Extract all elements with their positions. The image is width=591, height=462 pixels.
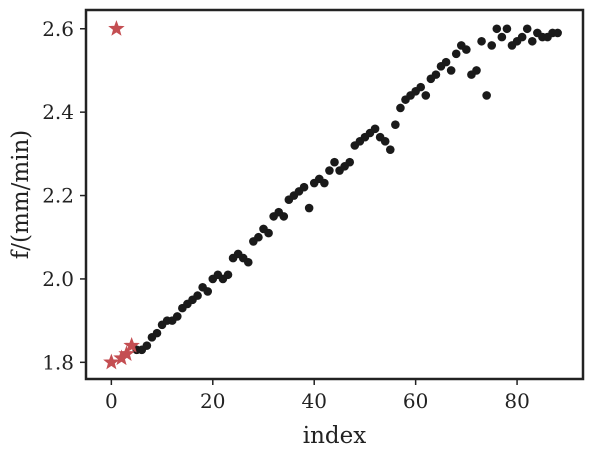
circle-data-point (462, 45, 471, 54)
circle-data-point (254, 232, 263, 242)
circle-data-point (502, 24, 512, 34)
x-axis-label: index (303, 423, 367, 449)
circle-data-point (370, 124, 380, 134)
circle-data-point (264, 228, 273, 238)
circle-data-point (279, 212, 289, 221)
circle-data-point (391, 120, 400, 129)
star-data-point (108, 20, 125, 36)
circle-data-point (304, 203, 314, 213)
y-tick-label: 2.4 (42, 100, 74, 124)
circle-data-point (325, 166, 334, 175)
circle-data-point (396, 103, 405, 113)
circle-data-point (522, 24, 532, 34)
circle-data-point (517, 32, 527, 42)
circle-data-point (441, 57, 451, 67)
y-tick-label: 2.2 (42, 184, 74, 208)
star-data-point (103, 353, 120, 370)
circle-data-point (446, 66, 456, 75)
x-tick-label: 0 (105, 389, 118, 413)
plot-frame (84, 8, 585, 381)
star-data-point (118, 345, 135, 361)
circle-data-point (416, 82, 426, 92)
data-marks (103, 20, 562, 370)
circle-data-point (472, 66, 481, 75)
circle-data-point (193, 291, 202, 300)
x-tick-label: 20 (200, 389, 225, 413)
circle-data-point (345, 157, 355, 167)
circle-data-point (482, 91, 491, 100)
circle-data-point (203, 287, 213, 296)
y-axis-label: f/(mm/min) (8, 130, 34, 260)
x-tick-label: 40 (301, 389, 326, 413)
circle-data-point (431, 70, 441, 79)
y-tick-label: 1.8 (42, 350, 74, 374)
y-tick-label: 2.6 (42, 17, 74, 41)
circle-data-point (380, 137, 390, 146)
star-data-point (123, 336, 140, 353)
circle-data-point (497, 32, 507, 42)
axis-ticks: 0 20 40 60 80 1.8 2.0 2.2 2.4 2.6 (42, 17, 530, 413)
circle-data-point (477, 36, 486, 46)
circle-data-point (385, 145, 395, 154)
circle-data-point (330, 157, 339, 167)
circle-data-point (152, 328, 162, 338)
y-tick-label: 2.0 (42, 267, 74, 291)
circle-data-point (172, 312, 182, 321)
circle-data-point (299, 182, 309, 192)
x-tick-label: 60 (403, 389, 428, 413)
x-tick-label: 80 (504, 389, 529, 413)
circle-data-point (553, 28, 562, 38)
circle-data-point (451, 49, 461, 59)
circle-data-point (527, 36, 537, 46)
circle-data-point (142, 341, 152, 350)
circle-data-point (421, 91, 431, 100)
circle-data-point (243, 257, 253, 267)
circle-data-point (223, 270, 233, 280)
circle-data-point (492, 24, 502, 34)
circle-data-point (320, 178, 329, 188)
circle-data-point (487, 41, 497, 50)
